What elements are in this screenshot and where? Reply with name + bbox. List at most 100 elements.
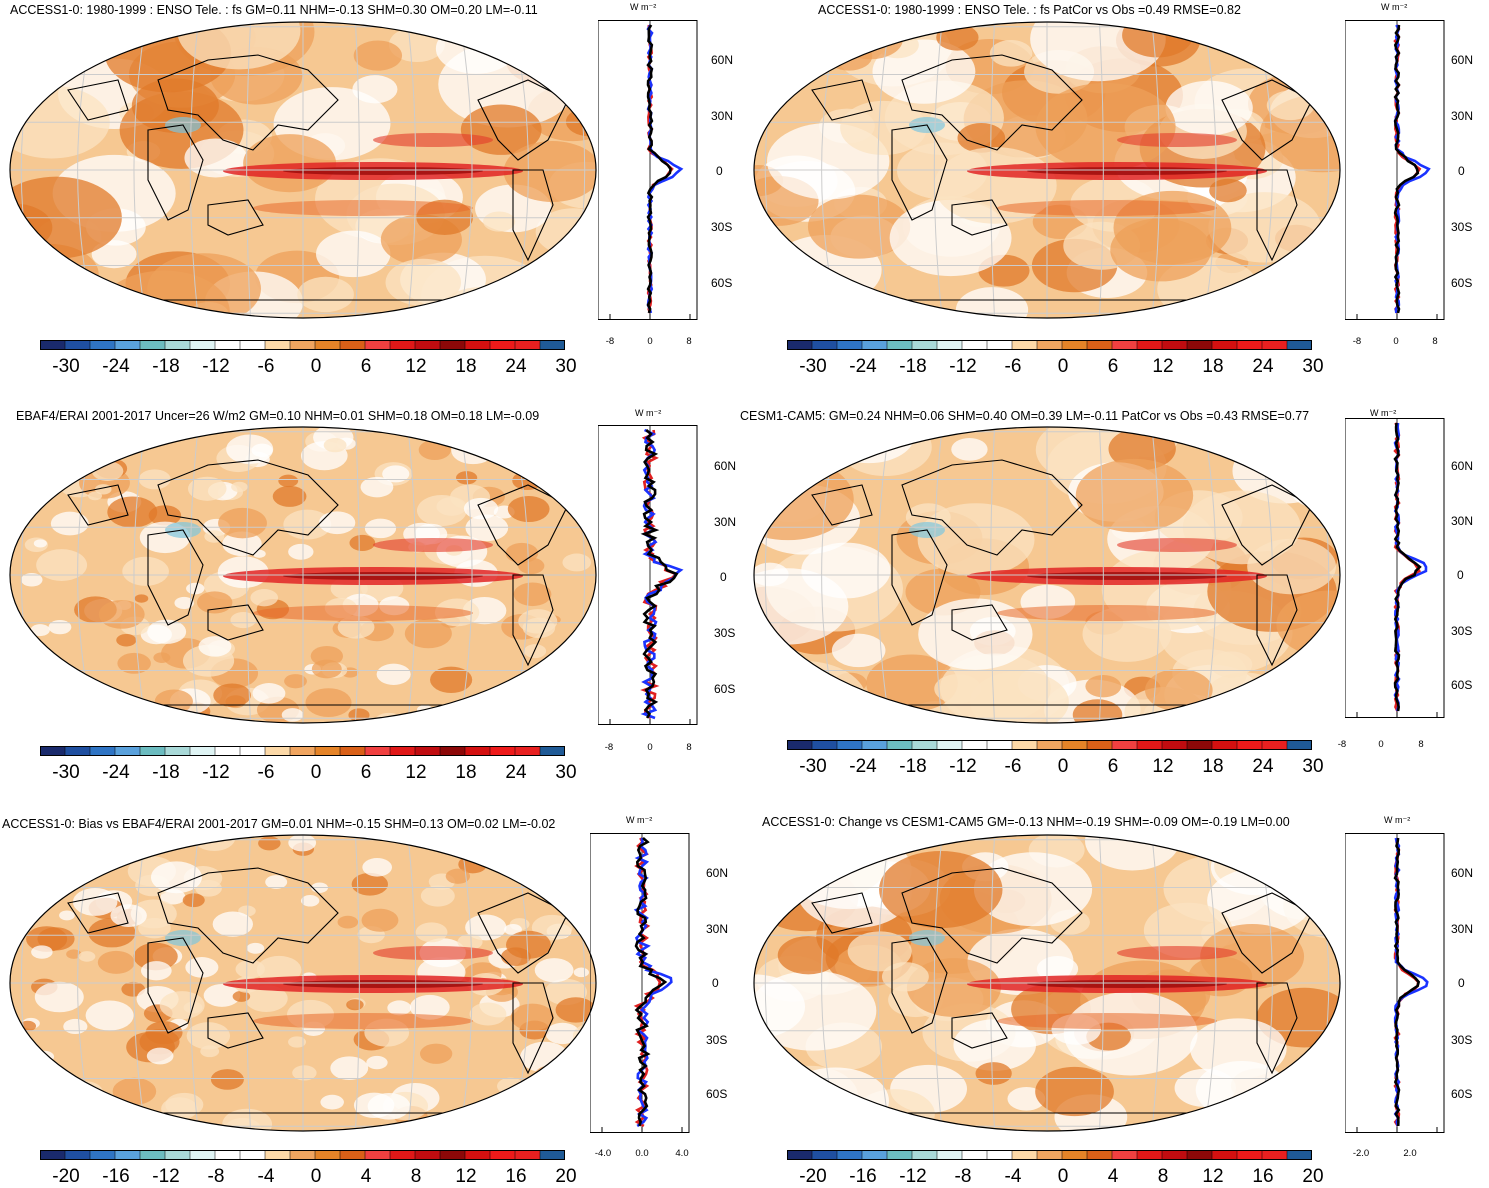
map-border	[753, 426, 1341, 724]
field-blob	[777, 936, 839, 975]
longitude-line	[1098, 835, 1104, 1131]
field-blob	[36, 710, 52, 721]
field-blob	[103, 427, 145, 445]
colorbar-swatch	[1136, 1150, 1163, 1160]
field-blob	[512, 283, 553, 309]
field-blob	[469, 1002, 507, 1026]
colorbar-label: 6	[360, 762, 372, 783]
enso-core	[283, 572, 483, 580]
lat-label: 30S	[714, 626, 736, 640]
colorbar-label: -30	[799, 356, 827, 377]
panel-title: ACCESS1-0: 1980-1999 : ENSO Tele. : fs P…	[818, 3, 1241, 17]
colorbar-label: 0	[1057, 356, 1069, 377]
x-tick-label: -4.0	[594, 1148, 612, 1159]
field-blob	[1085, 675, 1122, 698]
continent-outline	[512, 982, 554, 1075]
colorbar-label: 24	[505, 762, 527, 783]
longitude-line	[1203, 835, 1217, 1131]
colorbar-frame	[40, 1150, 565, 1160]
field-blob	[33, 698, 51, 710]
panel-title: ACCESS1-0: 1980-1999 : ENSO Tele. : fs G…	[10, 3, 538, 17]
field-blob	[420, 885, 455, 907]
longitude-line	[990, 427, 996, 723]
colorbar-label: -30	[799, 756, 827, 777]
colorbar-swatch	[1286, 740, 1312, 750]
map-border	[9, 21, 597, 319]
longitude-line	[459, 22, 473, 318]
field-blob	[754, 271, 833, 318]
field-blob	[132, 835, 169, 855]
colorbar-label: 8	[410, 1166, 422, 1187]
map	[9, 834, 597, 1132]
field-blob	[281, 708, 304, 722]
continent-outline	[1221, 484, 1313, 566]
field-blob	[523, 644, 547, 659]
field-blob	[305, 688, 352, 717]
field-blob	[37, 927, 75, 951]
field-blob	[404, 618, 452, 649]
continent-outline	[512, 574, 554, 667]
continent-outline	[1221, 79, 1313, 161]
field-blob	[562, 886, 580, 898]
colorbar-label: -12	[152, 1166, 180, 1187]
field-blob	[510, 1003, 554, 1031]
colorbar-swatch	[911, 740, 938, 750]
field-blob	[250, 589, 279, 607]
longitude-line	[354, 835, 360, 1131]
continent-outline	[512, 169, 554, 262]
field-blob	[505, 930, 551, 959]
lat-label: 30N	[711, 109, 734, 123]
colorbar-swatch	[1286, 1150, 1312, 1160]
colorbar-label: 18	[455, 356, 477, 377]
lat-label: 30S	[711, 220, 733, 234]
field-blob	[265, 875, 288, 889]
colorbar-swatch	[264, 746, 291, 756]
field-blob	[11, 714, 45, 723]
field-blob	[528, 871, 572, 899]
field-blob	[1247, 538, 1337, 595]
colorbar-swatch	[1011, 340, 1038, 350]
field-blob	[252, 683, 286, 704]
field-blob	[568, 1071, 592, 1086]
field-blob	[184, 138, 247, 178]
field-blob	[525, 835, 571, 857]
field-blob	[210, 1069, 244, 1090]
field-blob	[513, 582, 552, 607]
field-blob	[866, 654, 958, 712]
zonal-frame	[598, 20, 698, 320]
field-blob	[409, 994, 450, 1020]
colorbar-swatch	[1036, 1150, 1063, 1160]
colorbar-label: 0	[310, 356, 322, 377]
colorbar-swatch	[961, 340, 988, 350]
field-blob	[536, 841, 564, 859]
lat-label: 60S	[1451, 276, 1473, 290]
field-blob	[159, 991, 205, 1020]
colorbar-label: -12	[949, 356, 977, 377]
colorbar-swatch	[861, 340, 888, 350]
panel-title: ACCESS1-0: Change vs CESM1-CAM5 GM=-0.13…	[762, 815, 1290, 829]
field-blob	[483, 211, 516, 232]
lat-label: 60S	[711, 276, 733, 290]
field-blob	[495, 440, 518, 455]
colorbar-swatch	[389, 746, 416, 756]
field-blob	[288, 543, 314, 560]
map-border	[9, 834, 597, 1132]
field-blob	[112, 1077, 157, 1105]
colorbar-label: -4	[257, 1166, 275, 1187]
field-blob	[955, 287, 1029, 318]
enso-core	[1027, 980, 1227, 988]
colorbar-labels: -30 -24 -18 -12 -6 0 6 12 18 24 30	[787, 756, 1323, 778]
colorbar-swatch	[139, 746, 166, 756]
field-blob	[558, 427, 596, 452]
colorbar-swatch	[339, 1150, 366, 1160]
field-blob	[504, 924, 522, 936]
colorbar-label: -18	[152, 356, 180, 377]
panel-title: EBAF4/ERAI 2001-2017 Uncer=26 W/m2 GM=0.…	[16, 409, 540, 423]
lat-label: 60S	[1451, 678, 1473, 692]
field-blob	[559, 489, 578, 501]
continent-outline	[951, 199, 1008, 236]
x-tick-label: 2.0	[1403, 1148, 1417, 1159]
field-blob	[545, 1022, 580, 1045]
field-blob	[807, 194, 911, 259]
field-blob	[20, 573, 43, 587]
